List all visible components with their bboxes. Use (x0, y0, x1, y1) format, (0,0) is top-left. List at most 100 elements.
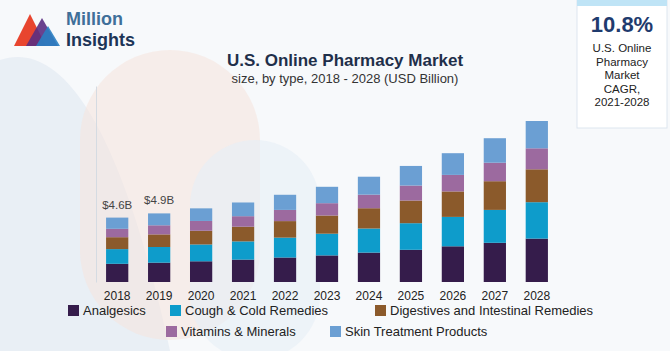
bar-segment (190, 231, 212, 245)
bar-segment (190, 244, 212, 261)
x-tick: 2021 (230, 282, 257, 303)
x-tick-label: 2025 (398, 289, 425, 303)
x-tick: 2022 (272, 282, 299, 303)
background-shape (190, 140, 320, 351)
callout-text: U.S. Online (593, 42, 652, 54)
bar-segment (190, 261, 212, 282)
x-tick-label: 2026 (440, 289, 467, 303)
logo-text: Million (66, 9, 123, 29)
callout-band (577, 0, 667, 6)
bar-segment (526, 148, 548, 169)
bar-segment (316, 203, 338, 215)
legend-label: Digestives and Intestinal Remedies (390, 303, 594, 318)
bar-segment (148, 234, 170, 247)
legend-swatch (330, 326, 341, 337)
chart: MillionInsights U.S. Online Pharmacy Mark… (0, 0, 670, 351)
bar-segment (232, 202, 254, 216)
bar-segment (106, 249, 128, 264)
title: U.S. Online Pharmacy Market (227, 51, 464, 70)
logo: MillionInsights (14, 9, 135, 50)
x-tick: 2025 (398, 282, 425, 303)
bar-segment (442, 217, 464, 246)
bar-segment (400, 223, 422, 250)
callout-text: CAGR, (604, 83, 640, 95)
callout-text: 2021-2028 (595, 96, 650, 108)
bar-segment (442, 175, 464, 192)
bar-segment (148, 225, 170, 234)
bar-segment (106, 218, 128, 229)
x-tick-label: 2021 (230, 289, 257, 303)
bar-segment (106, 229, 128, 237)
bar-segment (358, 253, 380, 282)
x-tick: 2018 (104, 282, 131, 303)
legend-label: Skin Treatment Products (345, 324, 488, 339)
callout-text: Pharmacy (596, 56, 648, 68)
bar-segment (232, 241, 254, 259)
bar-segment (190, 208, 212, 221)
bar-segment (358, 177, 380, 195)
subtitle: size, by type, 2018 - 2028 (USD Billion) (232, 71, 459, 86)
bar-segment (190, 221, 212, 231)
bar-segment (274, 238, 296, 258)
series (106, 121, 548, 229)
x-tick-label: 2024 (356, 289, 383, 303)
bar-segment (484, 243, 506, 282)
x-axis-line (97, 282, 559, 283)
bar-segment (442, 153, 464, 175)
x-tick: 2027 (481, 282, 508, 303)
bar-segment (148, 263, 170, 282)
bar-segment (484, 138, 506, 163)
bar-segment (274, 195, 296, 210)
legend-label: Analgesics (83, 303, 146, 318)
annotation: $4.6B (102, 199, 132, 211)
bar-segment (526, 239, 548, 282)
bar-segment (526, 169, 548, 202)
x-axis: 2018201920202021202220232024202520262027… (97, 282, 559, 303)
bar-segment (484, 163, 506, 181)
bar-segment (484, 210, 506, 243)
callout-value: 10.8% (591, 12, 653, 37)
bar-segment (442, 246, 464, 282)
bar-segment (526, 202, 548, 238)
y-axis (96, 87, 97, 283)
legend-swatch (166, 326, 177, 337)
plot-area (106, 121, 548, 282)
bar-segment (232, 227, 254, 242)
bar-segment (358, 229, 380, 253)
y-axis-line (96, 87, 97, 283)
x-tick: 2019 (146, 282, 173, 303)
legend-item: Digestives and Intestinal Remedies (375, 303, 594, 318)
x-tick-label: 2027 (481, 289, 508, 303)
annotations: $4.6B$4.9B (102, 194, 174, 210)
x-tick: 2020 (188, 282, 215, 303)
callout: 10.8%U.S. OnlinePharmacyMarketCAGR,2021-… (577, 0, 667, 128)
x-tick: 2026 (440, 282, 467, 303)
x-tick-label: 2020 (188, 289, 215, 303)
logo-icon (36, 26, 60, 46)
legend: Analgesics Cough & Cold Remedies Digestive… (68, 303, 594, 339)
legend-item: Analgesics (68, 303, 146, 318)
bar-segment (400, 166, 422, 186)
bar-segment (316, 234, 338, 256)
legend-item: Vitamins & Minerals (166, 324, 296, 339)
x-tick-label: 2022 (272, 289, 299, 303)
bar-segment (526, 121, 548, 148)
legend-label: Vitamins & Minerals (181, 324, 296, 339)
legend-swatch (68, 305, 79, 316)
bar-segment (274, 221, 296, 238)
bar-segment (274, 258, 296, 283)
logo-text: Insights (66, 30, 135, 50)
bar-segment (400, 250, 422, 282)
series (106, 169, 548, 249)
bar-segment (316, 255, 338, 282)
legend-swatch (170, 305, 181, 316)
bar-segment (484, 181, 506, 210)
bar-segment (106, 237, 128, 249)
bar-segment (358, 208, 380, 228)
bar-segment (106, 264, 128, 282)
legend-label: Cough & Cold Remedies (185, 303, 329, 318)
bar-segment (148, 247, 170, 263)
bar-segment (358, 195, 380, 209)
legend-item: Cough & Cold Remedies (170, 303, 329, 318)
series (106, 148, 548, 237)
